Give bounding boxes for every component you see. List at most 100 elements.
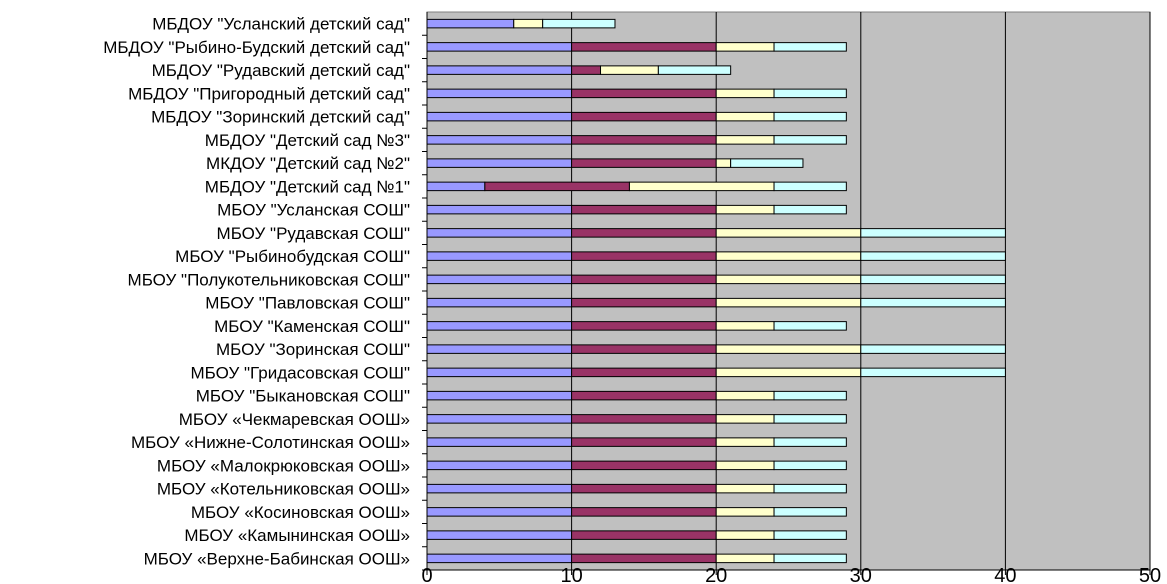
gridlines [571,12,1151,570]
bar-segment [426,483,573,494]
bar-segment [657,65,732,75]
bar-segment [426,414,573,424]
bar-segment [715,111,775,122]
bar-segment [715,367,862,378]
bar-segment [571,111,717,122]
category-label: МБОУ «Котельниковская ООШ» [157,480,410,499]
bar-segment [426,42,573,52]
bar-segment [571,158,717,168]
bar-segment [773,204,847,215]
category-label: МБОУ "Усланская СОШ" [217,201,410,220]
bar-segment [426,390,573,401]
bar-segment [571,88,717,99]
category-label: МБДОУ "Рудавский детский сад" [152,61,410,80]
x-tick-label: 40 [994,565,1016,584]
bar-segment [715,553,775,564]
bar-segment [715,507,775,517]
bar-segment [571,42,717,52]
bar-segment [426,460,573,471]
bar-segment [628,181,775,192]
category-label: МБОУ «Камынинская ООШ» [184,526,410,545]
bar-segment [426,297,573,308]
bar-segment [715,88,775,99]
bar-segment [773,88,847,99]
bar-segment [426,228,573,238]
bar-segment [715,437,775,447]
bar-segment [600,65,659,75]
bar-segment [426,530,573,540]
bar-segment [773,390,847,401]
bar-segment [773,460,847,471]
category-label: МБДОУ "Рыбино-Будский детский сад" [103,38,410,57]
bar-segment [513,18,544,29]
bar-segment [571,390,717,401]
bar-segment [426,18,515,29]
x-tick-label: 20 [705,565,727,584]
bar-segment [426,274,573,285]
bar-segment [715,204,775,215]
category-label: МБОУ «Косиновская ООШ» [191,503,410,522]
bar-segment [773,414,847,424]
bar-segment [715,530,775,540]
bar-segment [715,414,775,424]
bar-segment [715,321,775,331]
bar-segment [715,460,775,471]
bar-segment [860,367,1006,378]
bar-segment [426,135,573,145]
bar-segment [542,18,616,29]
category-label: МБОУ "Рудавская СОШ" [217,224,410,243]
category-label: МБОУ «Малокрюковская ООШ» [157,456,410,475]
bar-segment [426,321,573,331]
bar-segment [773,181,847,192]
bar-segment [571,530,717,540]
bar-segment [571,204,717,215]
bar-segment [571,135,717,145]
axes: 0 10 20 30 40 50 [421,12,1161,584]
bar-segment [571,553,717,564]
category-label: МБДОУ "Детский сад №3" [205,131,410,150]
bar-segment [571,65,602,75]
bar-segment [860,228,1006,238]
bar-segment [715,251,862,261]
bar-segment [571,460,717,471]
bar-segment [426,437,573,447]
bar-segment [860,297,1006,308]
bar-segment [426,251,573,261]
bar-segment [715,483,775,494]
bar-segment [773,321,847,331]
category-label: МБДОУ "Зоринский детский сад" [151,108,410,127]
bar-segment [571,297,717,308]
category-label: МБДОУ "Усланский детский сад" [152,15,410,34]
x-tick-label: 0 [421,565,432,584]
bar-segment [426,553,573,564]
bar-segment [773,42,847,52]
category-label: МБДОУ "Детский сад №1" [205,177,410,196]
bar-segment [571,344,717,354]
bar-segment [860,251,1006,261]
bar-segment [426,65,573,75]
category-label: МБОУ "Зоринская СОШ" [216,340,410,359]
bar-segment [571,483,717,494]
bar-segment [571,507,717,517]
bar-segment [426,204,573,215]
category-label: МБОУ "Павловская СОШ" [205,294,410,313]
category-label: МКДОУ "Детский сад №2" [206,154,410,173]
plot-area [426,11,1151,571]
bar-segment [860,274,1006,285]
bar-segment [571,437,717,447]
bar-segment [773,437,847,447]
category-label: МБОУ «Чекмаревская ООШ» [179,410,410,429]
bars [426,18,1006,564]
category-label: МБОУ «Нижне-Солотинская ООШ» [131,433,410,452]
bar-segment [773,483,847,494]
bar-segment [571,414,717,424]
category-label: МБДОУ "Пригородный детский сад" [128,84,410,103]
bar-segment [426,88,573,99]
category-label: МБОУ "Гридасовская СОШ" [190,363,410,382]
bar-segment [773,507,847,517]
category-label: МБОУ "Рыбинобудская СОШ" [175,247,410,266]
x-tick-label: 10 [560,565,582,584]
bar-segment [571,251,717,261]
